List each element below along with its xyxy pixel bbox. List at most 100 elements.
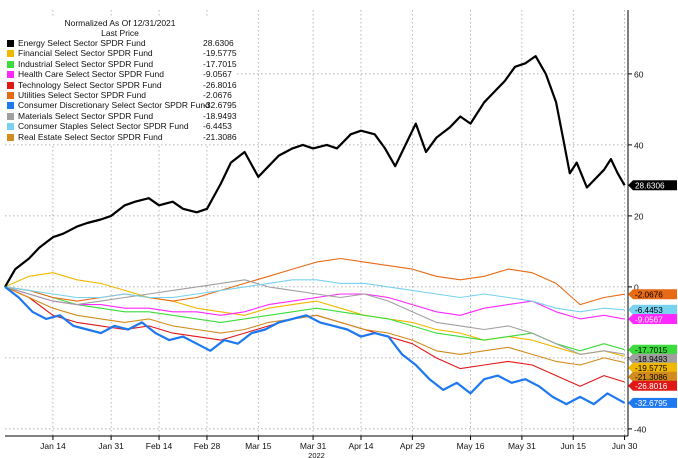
legend-last-price: -17.7015	[203, 58, 237, 69]
value-tag-label: -18.9493	[635, 355, 668, 364]
value-tag-pointer	[628, 180, 633, 191]
x-tick-label: Feb 28	[194, 441, 221, 451]
value-tag	[633, 289, 677, 300]
chart-title: Normalized As Of 12/31/2021	[64, 18, 176, 28]
value-tag	[633, 353, 677, 364]
value-tag	[633, 344, 677, 355]
legend-swatch	[7, 50, 14, 58]
x-tick-label: Apr 14	[348, 441, 373, 451]
legend-series-name: Real Estate Select Sector SPDR Fund	[18, 131, 163, 142]
legend-last-price: -2.0676	[203, 89, 232, 100]
legend-swatch	[7, 81, 14, 89]
x-tick-label: Feb 14	[146, 441, 173, 451]
value-tag	[633, 314, 677, 325]
legend-swatch	[7, 91, 14, 99]
value-tag	[633, 304, 677, 315]
value-tag	[633, 362, 677, 373]
series-line	[4, 279, 625, 355]
y-tick-label: 0	[634, 282, 639, 292]
y-tick-label: -40	[634, 424, 647, 434]
series-line	[4, 286, 625, 352]
value-tag-pointer	[628, 314, 633, 325]
last-value-labels: 28.6306 -2.0676 -6.4453-9.0567 -17.7015-18.…	[628, 180, 677, 408]
legend-swatch	[7, 133, 14, 141]
value-tag-label: -19.5775	[635, 364, 668, 373]
legend-last-price: 28.6306	[203, 38, 234, 48]
legend-entry: Consumer Staples Select Sector SPDR Fund…	[4, 121, 236, 131]
legend-entry: Industrial Select Sector SPDR Fund -17.70…	[4, 58, 237, 69]
legend-swatch	[7, 112, 14, 120]
legend-last-price: -9.0567	[203, 69, 232, 80]
legend-entry: Health Care Select Sector SPDR Fund -9.05…	[4, 69, 236, 79]
value-tag-label: -32.6795	[635, 399, 668, 408]
legend-entry: Utilities Select Sector SPDR Fund -2.0676	[4, 90, 236, 100]
value-tag-label: 28.6306	[635, 181, 665, 190]
gridlines	[5, 10, 628, 436]
x-tick-label: Apr 29	[400, 441, 425, 451]
legend-series-name: Materials Select Sector SPDR Fund	[18, 110, 154, 121]
series-line	[4, 286, 625, 366]
value-tag-label: -6.4453	[635, 306, 663, 315]
value-tag-pointer	[628, 344, 633, 355]
legend-entries: Energy Select Sector SPDR Fund 28.6306 Fin…	[4, 38, 237, 142]
legend-last-price: -21.3086	[203, 131, 237, 142]
value-tag-pointer	[628, 289, 633, 300]
value-tag	[633, 380, 677, 391]
plot-frame	[5, 10, 629, 437]
legend-series-name: Consumer Staples Select Sector SPDR Fund	[18, 121, 189, 132]
value-tag-pointer	[628, 397, 633, 408]
x-tick-label: Jan 31	[98, 441, 124, 451]
legend-series-name: Technology Select Sector SPDR Fund	[18, 79, 162, 90]
legend-entry: Real Estate Select Sector SPDR Fund -21.3…	[4, 131, 237, 142]
legend-series-name: Financial Select Sector SPDR Fund	[18, 48, 153, 59]
legend-swatch	[7, 60, 14, 68]
x-tick-label: Jun 30	[612, 441, 638, 451]
value-tag-label: -26.8016	[635, 382, 668, 391]
x-year-label: 2022	[308, 451, 325, 458]
legend-swatch	[7, 71, 14, 79]
legend-swatch	[7, 40, 14, 47]
legend-entry: Consumer Discretionary Select Sector SPD…	[4, 100, 237, 111]
legend-series-name: Utilities Select Sector SPDR Fund	[18, 89, 147, 100]
legend-series-name: Industrial Select Sector SPDR Fund	[18, 58, 154, 69]
value-tag-label: -21.3086	[635, 373, 668, 382]
legend-series-name: Energy Select Sector SPDR Fund	[18, 38, 146, 48]
value-tag-label: -9.0567	[635, 315, 663, 324]
x-tick-label: Mar 15	[245, 441, 272, 451]
x-tick-label: May 16	[457, 441, 485, 451]
legend-series-name: Health Care Select Sector SPDR Fund	[18, 69, 164, 80]
legend-entry: Materials Select Sector SPDR Fund -18.949…	[4, 110, 237, 121]
legend-last-price: -19.5775	[203, 48, 237, 59]
value-tag-pointer	[628, 353, 633, 364]
x-tick-label: May 31	[508, 441, 536, 451]
value-tag-pointer	[628, 371, 633, 382]
series-lines	[4, 55, 626, 406]
legend-header: Last Price	[101, 28, 139, 38]
value-tag-pointer	[628, 362, 633, 373]
value-tag	[633, 180, 677, 191]
series-line	[4, 279, 625, 313]
value-tag-pointer	[628, 380, 633, 391]
value-tag	[633, 371, 677, 382]
value-tag	[633, 397, 677, 408]
legend-last-price: -6.4453	[203, 121, 232, 132]
legend-entry: Energy Select Sector SPDR Fund 28.6306	[4, 38, 236, 48]
value-tag-pointer	[628, 304, 633, 315]
legend-swatch	[7, 102, 14, 110]
legend-entry: Financial Select Sector SPDR Fund -19.577…	[4, 48, 237, 59]
legend-last-price: -18.9493	[203, 110, 237, 121]
value-tag-label: -2.0676	[635, 290, 663, 299]
legend-last-price: -26.8016	[203, 79, 237, 90]
y-tick-label: 60	[634, 69, 644, 79]
legend: Normalized As Of 12/31/2021 Last Price E…	[4, 18, 237, 144]
x-axis: Jan 14 Jan 31 Feb 14 Feb 28 Mar 15 Mar 31 Apr …	[40, 436, 638, 458]
legend-swatch	[7, 123, 14, 131]
legend-last-price: -32.6795	[203, 100, 237, 111]
series-line	[4, 55, 626, 288]
legend-series-name: Consumer Discretionary Select Sector SPD…	[18, 100, 210, 111]
x-tick-label: Jan 14	[40, 441, 66, 451]
series-line	[4, 286, 625, 320]
x-tick-label: Jun 15	[560, 441, 586, 451]
series-line	[4, 286, 626, 406]
